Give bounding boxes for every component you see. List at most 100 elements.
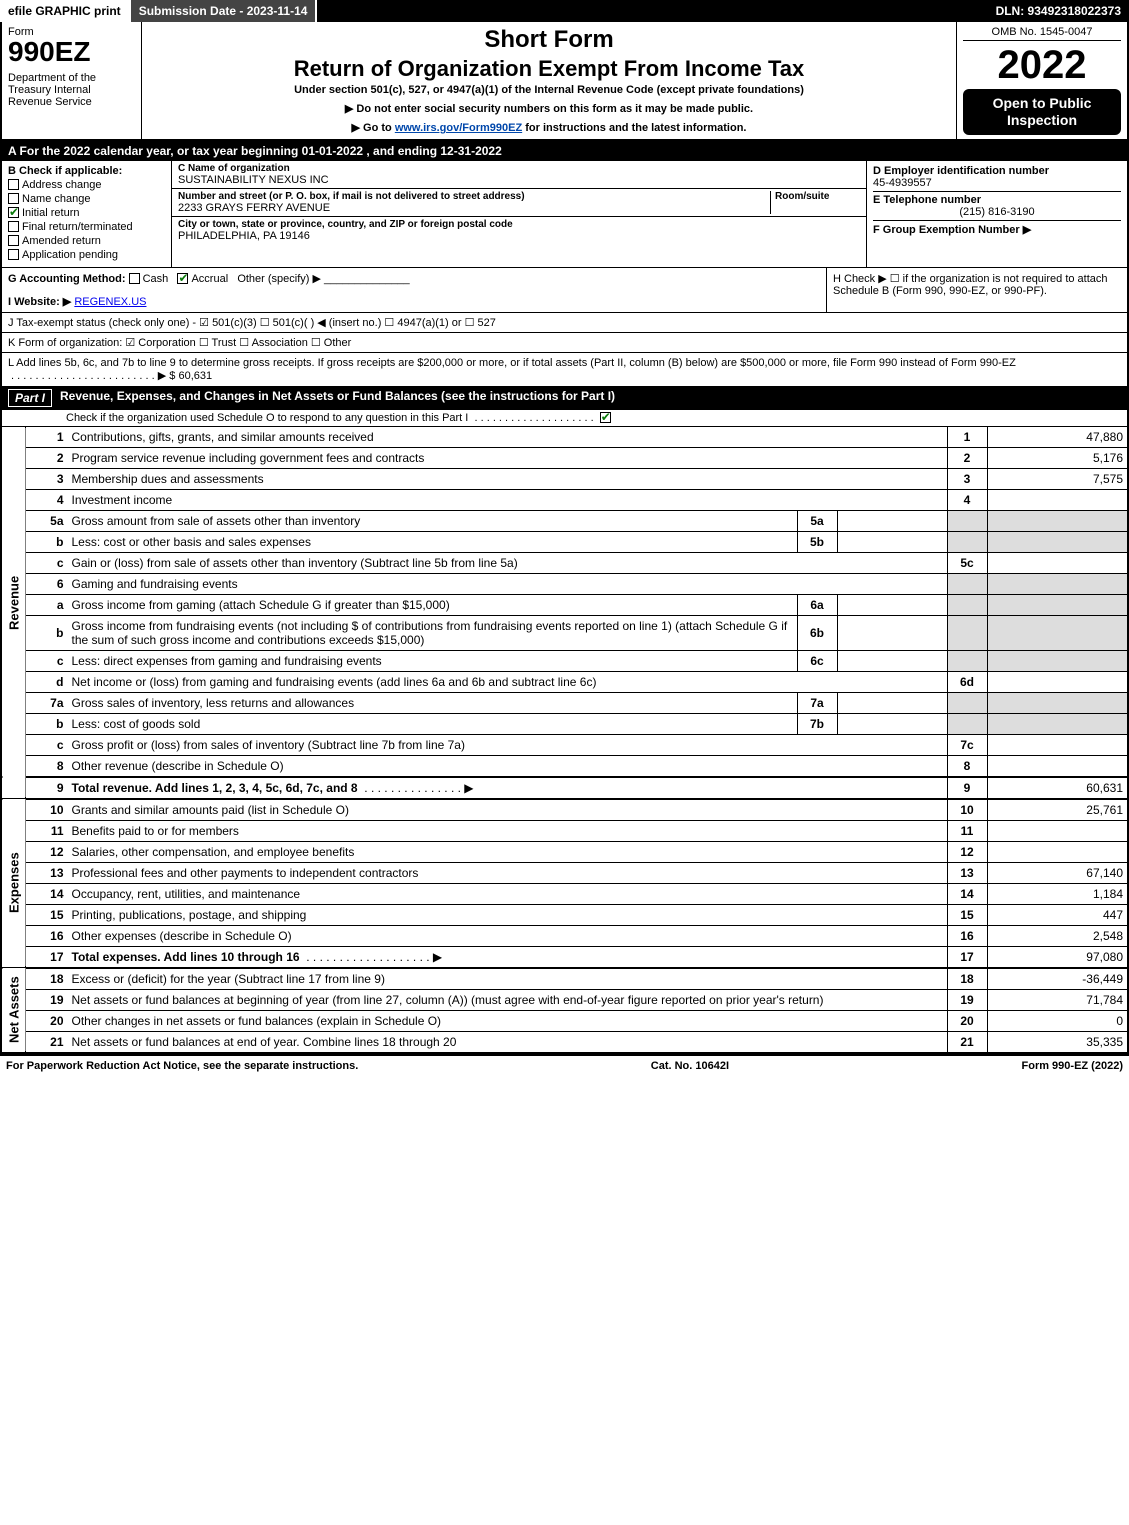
expenses-table: Expenses 10 Grants and similar amounts p…: [2, 798, 1127, 967]
line-17-value: 97,080: [987, 946, 1127, 967]
street-label: Number and street (or P. O. box, if mail…: [178, 191, 770, 202]
line-15-num: 15: [26, 904, 68, 925]
line-5a-num: 5a: [26, 510, 68, 531]
line-17-num: 17: [26, 946, 68, 967]
chk-amended[interactable]: Amended return: [8, 235, 165, 247]
omb-number: OMB No. 1545-0047: [963, 26, 1121, 41]
line-12-desc: Salaries, other compensation, and employ…: [68, 841, 948, 862]
org-name-field: C Name of organization SUSTAINABILITY NE…: [172, 161, 866, 189]
line-6d-desc: Net income or (loss) from gaming and fun…: [68, 671, 948, 692]
footer-right: Form 990-EZ (2022): [1022, 1060, 1123, 1072]
line-9-value: 60,631: [987, 777, 1127, 798]
line-k: K Form of organization: ☑ Corporation ☐ …: [2, 333, 1127, 353]
line-12-value: [987, 841, 1127, 862]
line-1-desc: Contributions, gifts, grants, and simila…: [68, 427, 948, 448]
line-6b-num: b: [26, 615, 68, 650]
dln: DLN: 93492318022373: [988, 0, 1129, 22]
line-16-desc: Other expenses (describe in Schedule O): [68, 925, 948, 946]
col-b-checkboxes: B Check if applicable: Address change Na…: [2, 161, 172, 267]
line-15-value: 447: [987, 904, 1127, 925]
room-label: Room/suite: [775, 191, 860, 202]
line-1-rnum: 1: [947, 427, 987, 448]
accrual-option[interactable]: Accrual: [191, 273, 228, 285]
part-i-header: Part I Revenue, Expenses, and Changes in…: [2, 386, 1127, 410]
line-9-num: 9: [26, 777, 68, 798]
line-20-num: 20: [26, 1010, 68, 1031]
net-assets-table: Net Assets 18 Excess or (deficit) for th…: [2, 967, 1127, 1052]
telephone-value: (215) 816-3190: [873, 206, 1121, 218]
website-label: I Website: ▶: [8, 296, 71, 308]
under-section: Under section 501(c), 527, or 4947(a)(1)…: [150, 84, 948, 96]
short-form-title: Short Form: [150, 26, 948, 54]
form-number: 990EZ: [8, 38, 135, 66]
chk-application-pending[interactable]: Application pending: [8, 249, 165, 261]
line-6b-desc: Gross income from fundraising events (no…: [68, 615, 798, 650]
line-1-num: 1: [26, 427, 68, 448]
section-g-h: G Accounting Method: Cash Accrual Other …: [2, 268, 1127, 313]
line-6a-value: [837, 594, 947, 615]
line-7c-value: [987, 734, 1127, 755]
cash-option[interactable]: Cash: [143, 273, 169, 285]
top-bar: efile GRAPHIC print Submission Date - 20…: [0, 0, 1129, 22]
chk-name-change[interactable]: Name change: [8, 193, 165, 205]
line-16-num: 16: [26, 925, 68, 946]
revenue-table: Revenue 1 Contributions, gifts, grants, …: [2, 427, 1127, 798]
footer-center: Cat. No. 10642I: [651, 1060, 729, 1072]
line-6b-value: [837, 615, 947, 650]
line-14-value: 1,184: [987, 883, 1127, 904]
ein-label: D Employer identification number: [873, 165, 1121, 177]
chk-final-return[interactable]: Final return/terminated: [8, 221, 165, 233]
part-i-label: Part I: [8, 389, 52, 407]
line-10-desc: Grants and similar amounts paid (list in…: [68, 799, 948, 821]
telephone-label: E Telephone number: [873, 194, 1121, 206]
line-7b-num: b: [26, 713, 68, 734]
line-6c-value: [837, 650, 947, 671]
org-name-value: SUSTAINABILITY NEXUS INC: [178, 174, 860, 186]
line-6a-num: a: [26, 594, 68, 615]
line-7a-num: 7a: [26, 692, 68, 713]
accounting-method: G Accounting Method: Cash Accrual Other …: [2, 268, 827, 312]
line-21-desc: Net assets or fund balances at end of ye…: [68, 1031, 948, 1052]
form-container: Form 990EZ Department of the Treasury In…: [0, 22, 1129, 1054]
line-19-desc: Net assets or fund balances at beginning…: [68, 989, 948, 1010]
line-20-desc: Other changes in net assets or fund bala…: [68, 1010, 948, 1031]
street-field: Number and street (or P. O. box, if mail…: [172, 189, 866, 217]
line-10-value: 25,761: [987, 799, 1127, 821]
line-13-num: 13: [26, 862, 68, 883]
line-8-value: [987, 755, 1127, 777]
line-5b-desc: Less: cost or other basis and sales expe…: [68, 531, 798, 552]
gross-receipts-amount: $ 60,631: [169, 370, 212, 382]
line-6c-desc: Less: direct expenses from gaming and fu…: [68, 650, 798, 671]
chk-address-change[interactable]: Address change: [8, 179, 165, 191]
header-center: Short Form Return of Organization Exempt…: [142, 22, 957, 139]
tax-year: 2022: [963, 45, 1121, 85]
ein-field: D Employer identification number 45-4939…: [873, 163, 1121, 192]
line-3-value: 7,575: [987, 468, 1127, 489]
section-b-to-f: B Check if applicable: Address change Na…: [2, 161, 1127, 268]
b-label: B Check if applicable:: [8, 165, 165, 177]
irs-link[interactable]: www.irs.gov/Form990EZ: [395, 122, 522, 134]
ein-value: 45-4939557: [873, 177, 1121, 189]
line-2-desc: Program service revenue including govern…: [68, 447, 948, 468]
line-6a-desc: Gross income from gaming (attach Schedul…: [68, 594, 798, 615]
line-2-value: 5,176: [987, 447, 1127, 468]
line-15-desc: Printing, publications, postage, and shi…: [68, 904, 948, 925]
line-11-desc: Benefits paid to or for members: [68, 820, 948, 841]
line-5c-num: c: [26, 552, 68, 573]
website-link[interactable]: REGENEX.US: [74, 296, 146, 308]
line-2-num: 2: [26, 447, 68, 468]
line-5a-value: [837, 510, 947, 531]
org-name-label: C Name of organization: [178, 163, 860, 174]
line-5c-value: [987, 552, 1127, 573]
other-option[interactable]: Other (specify) ▶: [237, 273, 321, 285]
efile-print[interactable]: efile GRAPHIC print: [0, 0, 131, 22]
line-7c-desc: Gross profit or (loss) from sales of inv…: [68, 734, 948, 755]
chk-initial-return[interactable]: Initial return: [8, 207, 165, 219]
col-c-org-info: C Name of organization SUSTAINABILITY NE…: [172, 161, 867, 267]
schedule-o-checkbox[interactable]: [600, 412, 611, 423]
header-right: OMB No. 1545-0047 2022 Open to Public In…: [957, 22, 1127, 139]
line-6-num: 6: [26, 573, 68, 594]
line-7c-num: c: [26, 734, 68, 755]
line-l: L Add lines 5b, 6c, and 7b to line 9 to …: [2, 353, 1127, 386]
street-value: 2233 GRAYS FERRY AVENUE: [178, 202, 770, 214]
